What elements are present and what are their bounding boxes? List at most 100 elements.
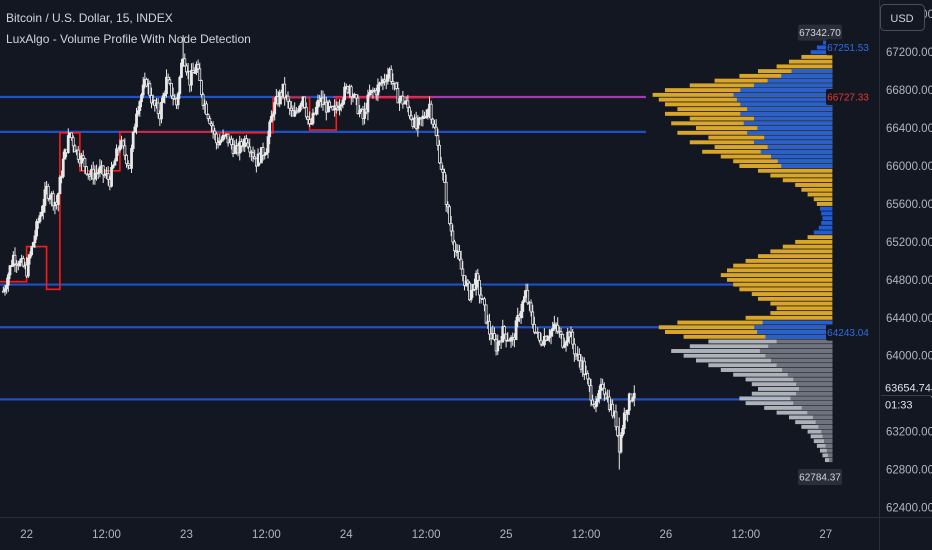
candle-body	[21, 258, 25, 267]
currency-button-label[interactable]: USD	[890, 13, 913, 25]
candle-body	[110, 167, 113, 187]
profile-bin	[776, 64, 833, 69]
candle-body	[621, 428, 625, 436]
candle	[339, 102, 343, 112]
profile-tag-box	[826, 324, 870, 341]
candle	[321, 90, 325, 111]
candle-body	[616, 426, 620, 436]
candle-body	[168, 79, 172, 84]
candle	[48, 194, 52, 205]
candle-body	[201, 94, 205, 106]
profile-bin-inner	[768, 344, 833, 349]
candle-body	[81, 155, 85, 159]
candle	[218, 133, 222, 146]
profile-bin	[757, 296, 833, 301]
candle-body	[438, 144, 441, 164]
symbol-title[interactable]: Bitcoin / U.S. Dollar, 15, INDEX	[6, 11, 173, 25]
candle-body	[483, 298, 486, 306]
indicator-title[interactable]: LuxAlgo - Volume Profile With Node Detec…	[6, 32, 251, 46]
candle	[409, 110, 413, 121]
candle	[556, 317, 560, 335]
candle	[304, 102, 308, 120]
candle-body	[632, 392, 636, 399]
candle	[21, 255, 25, 268]
candle	[483, 296, 486, 312]
time-tick-label: 23	[180, 529, 193, 541]
candle-body	[51, 193, 55, 207]
profile-bin-inner	[760, 149, 833, 154]
candle	[314, 101, 318, 116]
candle	[205, 100, 208, 116]
profile-bin	[671, 349, 833, 353]
profile-bin	[751, 292, 833, 297]
profile-bin-inner	[796, 382, 833, 387]
profile-bin-inner	[740, 88, 833, 93]
candle-body	[458, 251, 461, 260]
candle-body	[226, 133, 230, 144]
candle-body	[537, 332, 541, 341]
candle	[60, 170, 63, 184]
profile-tag-label: 67251.53	[827, 43, 869, 54]
profile-tag-box	[826, 39, 870, 56]
candle	[621, 424, 625, 438]
candle	[531, 304, 535, 329]
profile-bin	[822, 453, 833, 458]
candle-body	[38, 215, 42, 222]
candle-body	[619, 434, 623, 453]
profile-bin	[751, 391, 833, 396]
candle	[474, 270, 478, 296]
candle-body	[193, 72, 197, 74]
profile-bin	[788, 59, 833, 64]
candle	[289, 101, 293, 117]
candle	[71, 135, 75, 153]
candle	[434, 119, 438, 137]
candle	[168, 76, 172, 86]
candle	[148, 80, 152, 99]
candle-body	[547, 335, 551, 339]
candle	[403, 100, 406, 105]
candle	[308, 111, 312, 127]
profile-bin	[733, 282, 833, 287]
candle	[133, 123, 137, 133]
candle-body	[46, 186, 50, 199]
currency-button-frame[interactable]	[880, 4, 925, 31]
candle-body	[136, 110, 140, 115]
candle	[273, 97, 277, 121]
price-tick-label: 64400.00	[886, 313, 932, 325]
candle-body	[41, 205, 45, 213]
candle-body	[218, 140, 222, 146]
price-tick-label: 63200.00	[886, 427, 932, 439]
candle-body	[493, 333, 496, 340]
profile-bin	[683, 353, 833, 358]
candle-body	[607, 396, 611, 410]
candle	[264, 148, 268, 155]
candle-body	[596, 398, 600, 402]
profile-bin	[810, 50, 833, 55]
candle	[306, 116, 310, 125]
candle-body	[126, 163, 130, 166]
candle-body	[403, 102, 406, 105]
candle-body	[196, 64, 200, 70]
candle-body	[627, 393, 631, 411]
candle	[261, 142, 265, 161]
candle-body	[446, 204, 450, 208]
candle-body	[394, 82, 398, 89]
candle-body	[286, 95, 290, 103]
profile-bin	[745, 258, 833, 263]
time-scale[interactable]: 22 12:00 23 12:00 24 12:00 25 12:00 26 12:00 27	[20, 529, 832, 541]
candle-body	[135, 113, 138, 128]
candle	[76, 146, 80, 163]
candle	[519, 303, 523, 324]
candle	[619, 432, 623, 454]
candle	[3, 284, 7, 296]
profile-bin	[739, 287, 833, 292]
candle-body	[115, 148, 118, 162]
candle	[587, 377, 591, 392]
currency-button[interactable]: USD	[880, 4, 925, 31]
candle	[433, 119, 436, 129]
candle	[596, 393, 600, 407]
candle-body	[597, 390, 601, 400]
candle-body	[391, 81, 395, 84]
candle-body	[441, 168, 445, 173]
